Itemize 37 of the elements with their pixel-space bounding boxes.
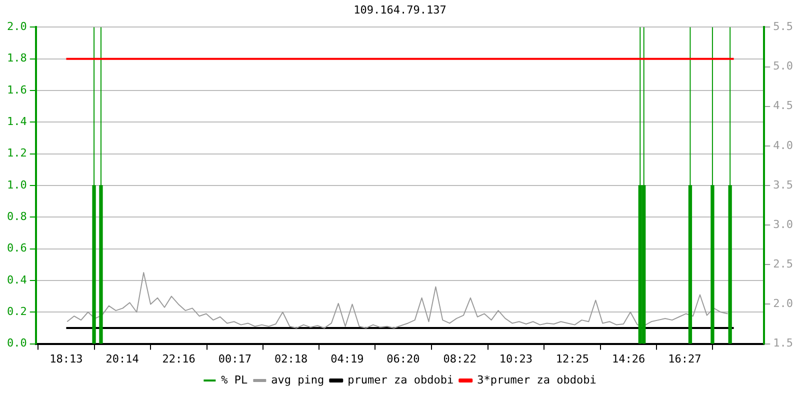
x-tick-label: 10:23 <box>499 352 532 366</box>
y2-tick-label: 3.0 <box>773 218 794 231</box>
y-tick-label: 0.2 <box>6 305 27 318</box>
y2-tick-label: 4.5 <box>773 99 794 112</box>
y-tick-label: 1.6 <box>6 83 27 96</box>
x-tick-label: 02:18 <box>274 352 308 366</box>
chart-title: 109.164.79.137 <box>354 3 446 16</box>
legend-label: 3*prumer za obdobi <box>477 373 596 386</box>
y-tick-label: 0.4 <box>6 273 28 286</box>
y-tick-label: 0.0 <box>6 336 27 350</box>
y-tick-label: 1.8 <box>6 52 27 65</box>
y2-tick-label: 2.0 <box>773 297 794 310</box>
x-tick-label: 06:20 <box>386 352 420 366</box>
y2-tick-label: 5.0 <box>773 60 794 73</box>
x-tick-label: 18:13 <box>50 352 83 366</box>
x-tick-label: 12:25 <box>556 352 590 366</box>
y2-tick-label: 5.5 <box>773 20 794 34</box>
x-tick-label: 04:19 <box>330 352 364 366</box>
legend-label: prumer za obdobi <box>348 373 454 386</box>
x-tick-label: 22:16 <box>162 352 196 366</box>
y2-tick-label: 4.0 <box>773 138 794 152</box>
x-tick-label: 16:27 <box>668 352 702 366</box>
y-tick-label: 1.2 <box>6 146 27 160</box>
x-tick-label: 08:22 <box>443 352 476 366</box>
legend-label: % PL <box>221 373 248 386</box>
y2-tick-label: 3.5 <box>773 178 794 192</box>
x-tick-label: 14:26 <box>612 352 646 366</box>
y-tick-label: 0.6 <box>6 242 27 255</box>
x-tick-label: 00:17 <box>218 352 252 366</box>
y-tick-label: 1.0 <box>6 178 27 192</box>
x-tick-label: 20:14 <box>106 352 140 366</box>
y2-tick-label: 1.5 <box>773 336 794 350</box>
y-tick-label: 0.8 <box>6 210 27 224</box>
legend-label: avg ping <box>271 373 324 386</box>
y-tick-label: 1.4 <box>6 115 28 128</box>
y-tick-label: 2.0 <box>6 20 27 34</box>
y2-tick-label: 2.5 <box>773 258 794 271</box>
